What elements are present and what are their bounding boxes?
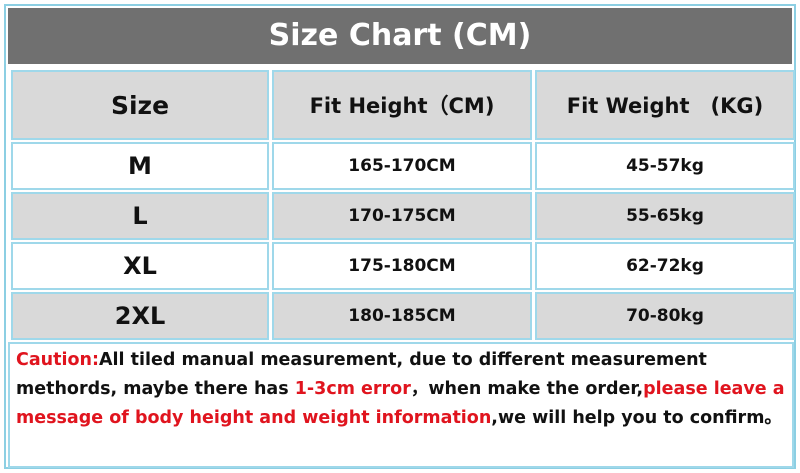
table-row: M 165-170CM 45-57kg — [11, 142, 795, 190]
note-text: ,we will help you to confirm。 — [491, 408, 782, 428]
table-cell: 165-170CM — [272, 142, 532, 190]
table-row: L 170-175CM 55-65kg — [11, 192, 795, 240]
note-text: 1-3cm error — [294, 379, 411, 399]
note-text: All tiled manual measurement, due to dif… — [16, 350, 707, 399]
column-header: Fit Weight (KG) — [535, 70, 795, 140]
column-header: Size — [11, 70, 269, 140]
table-cell: 180-185CM — [272, 292, 532, 340]
table-cell: 175-180CM — [272, 242, 532, 290]
table-cell: 70-80kg — [535, 292, 795, 340]
note-text: please leave a message of body height an… — [16, 379, 785, 428]
table-cell: M — [11, 142, 269, 190]
table-row: XL 175-180CM 62-72kg — [11, 242, 795, 290]
size-table: Size Fit Height（CM) Fit Weight (KG) M 165-1… — [8, 68, 798, 342]
table-cell: 62-72kg — [535, 242, 795, 290]
table-cell: 55-65kg — [535, 192, 795, 240]
table-cell: 170-175CM — [272, 192, 532, 240]
table-cell: 2XL — [11, 292, 269, 340]
table-cell: XL — [11, 242, 269, 290]
table-cell: 45-57kg — [535, 142, 795, 190]
title: Size Chart (CM) — [8, 8, 792, 64]
note-text: Caution: — [16, 350, 99, 370]
note-text: ，when make the order, — [410, 379, 644, 399]
table-cell: L — [11, 192, 269, 240]
column-header: Fit Height（CM) — [272, 70, 532, 140]
header-row: Size Fit Height（CM) Fit Weight (KG) — [11, 70, 795, 140]
table-row: 2XL 180-185CM 70-80kg — [11, 292, 795, 340]
caution-note: Caution:All tiled manual measurement, du… — [8, 342, 794, 468]
size-chart: Size Chart (CM) Size Fit Height（CM) Fit We… — [4, 4, 796, 469]
table-body: M 165-170CM 45-57kg L 170-175CM 55-65kg XL 175-… — [11, 142, 795, 340]
